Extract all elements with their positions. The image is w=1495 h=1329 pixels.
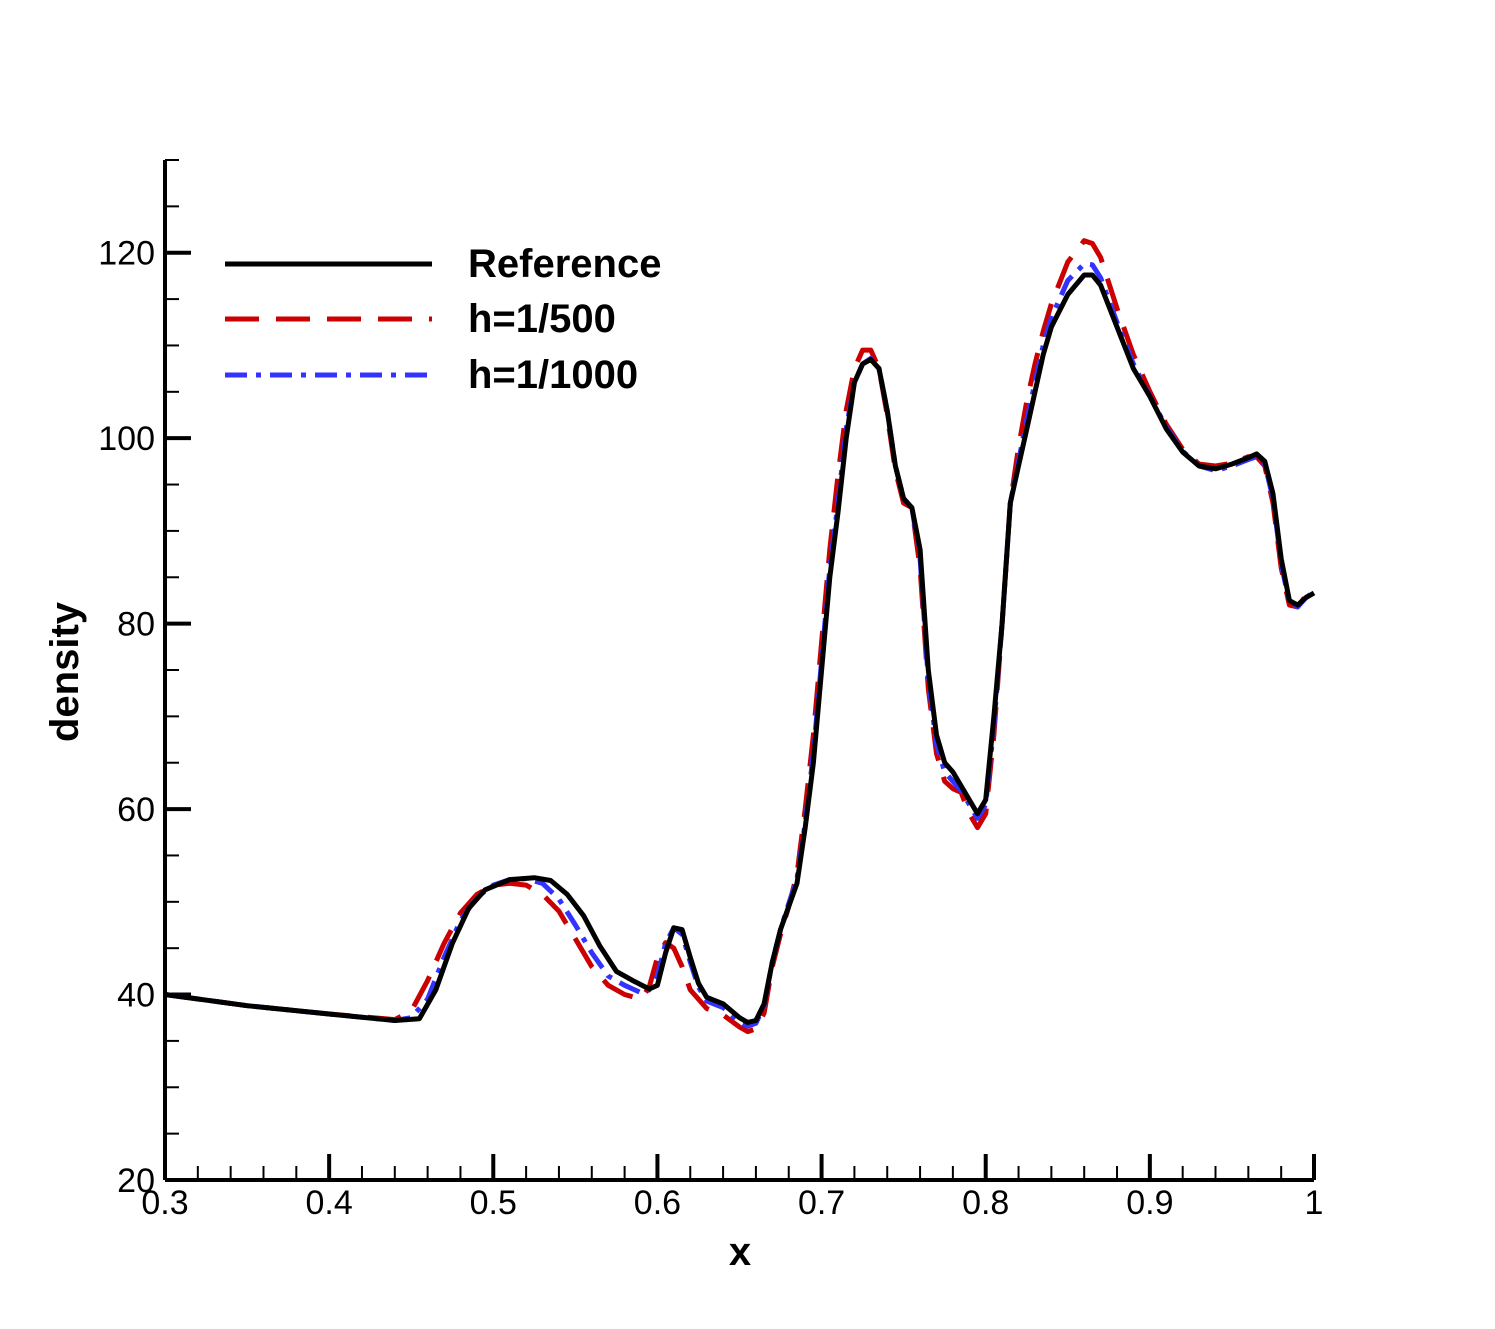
axis-ticks xyxy=(163,159,1316,1182)
x-tick-label: 0.8 xyxy=(962,1184,1009,1222)
legend-item-h500: h=1/500 xyxy=(225,297,616,341)
x-tick-label: 0.5 xyxy=(470,1184,517,1222)
legend-item-h1000: h=1/1000 xyxy=(225,353,638,397)
series-line-1 xyxy=(164,238,1316,1035)
legend: Reference h=1/500 h=1/1000 xyxy=(225,242,661,397)
axes xyxy=(163,160,1314,1182)
x-tick-label: 0.3 xyxy=(141,1184,188,1222)
y-tick-label: 60 xyxy=(117,791,155,829)
x-tick-label: 0.9 xyxy=(1126,1184,1173,1222)
x-axis-title: x xyxy=(729,1230,751,1274)
y-tick-label: 40 xyxy=(117,977,155,1015)
legend-label-h500: h=1/500 xyxy=(468,297,616,341)
series-line-0 xyxy=(164,272,1316,1025)
x-tick-label: 1 xyxy=(1305,1184,1324,1222)
y-tick-label: 100 xyxy=(98,420,155,458)
legend-item-reference: Reference xyxy=(225,242,661,286)
legend-label-reference: Reference xyxy=(468,242,661,286)
x-tick-label: 0.6 xyxy=(634,1184,681,1222)
y-tick-label: 120 xyxy=(98,235,155,273)
x-tick-label: 0.4 xyxy=(306,1184,353,1222)
series-lines xyxy=(164,238,1316,1035)
y-tick-label: 20 xyxy=(117,1162,155,1200)
y-axis-title: density xyxy=(43,601,87,742)
x-tick-label: 0.7 xyxy=(798,1184,845,1222)
y-tick-label: 80 xyxy=(117,606,155,644)
legend-label-h1000: h=1/1000 xyxy=(468,353,638,397)
